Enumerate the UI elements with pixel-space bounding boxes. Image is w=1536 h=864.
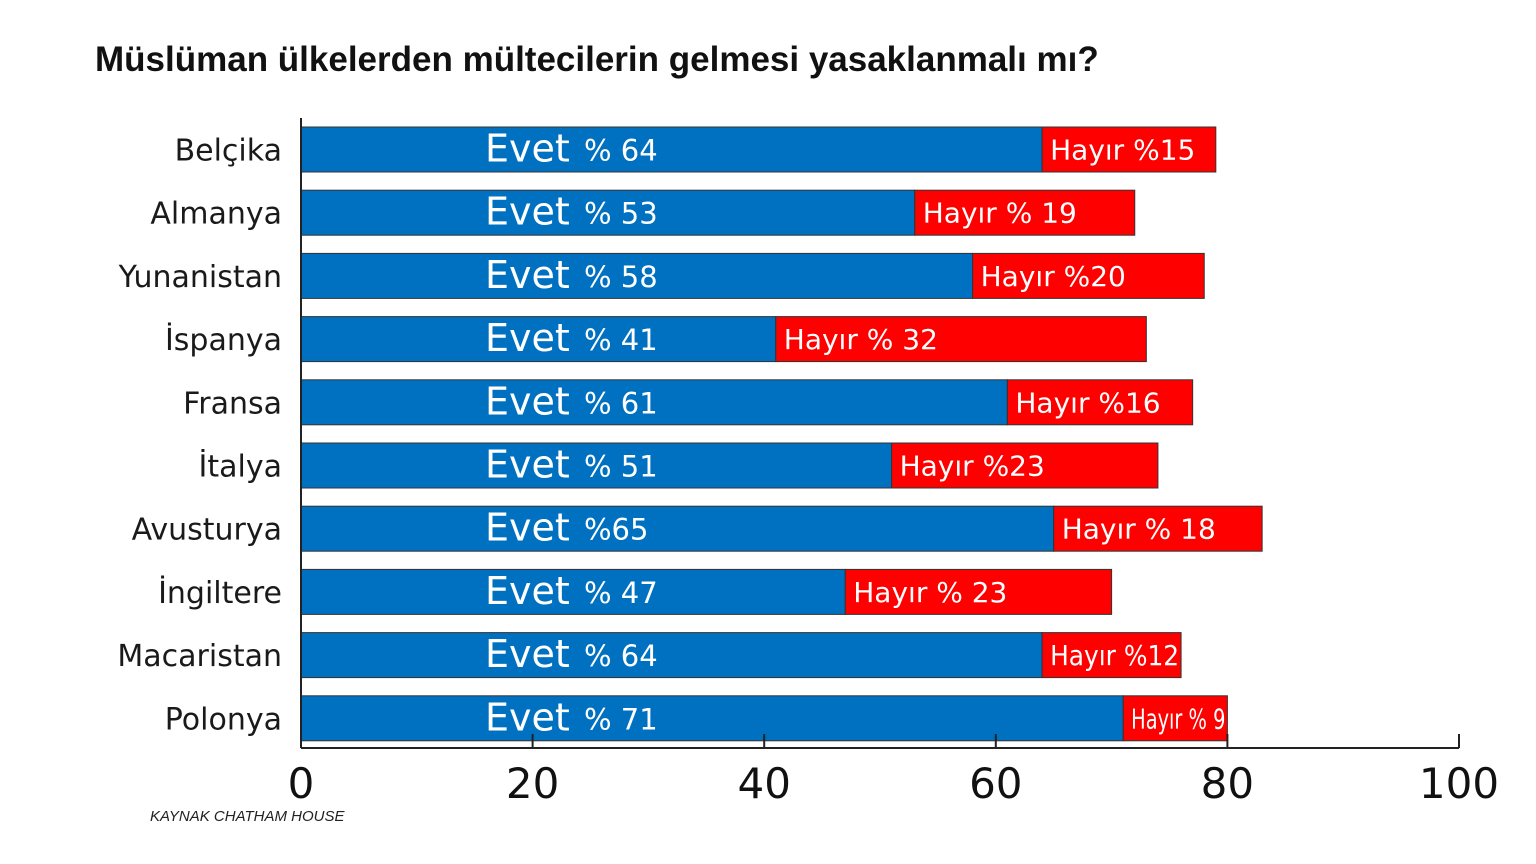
bar-no-value-label: Hayır % 18 <box>1062 513 1216 546</box>
bar-yes-value-label: %65 <box>584 513 648 547</box>
bar-yes-series-label: Evet <box>485 316 570 360</box>
bar-yes-series-label: Evet <box>485 190 570 234</box>
bar-yes-value-label: % 53 <box>584 197 658 231</box>
x-tick-label: 80 <box>1201 759 1254 808</box>
x-tick-label: 40 <box>737 759 790 808</box>
bar-yes-value-label: % 47 <box>584 576 658 610</box>
bar-yes-series-label: Evet <box>485 506 570 550</box>
category-label: İspanya <box>165 322 282 358</box>
bar-yes <box>300 126 1043 173</box>
bars-layer: Evet % 64 Hayır %15 Evet % 53 Hayır % 19 Evet%… <box>300 126 1263 742</box>
category-label: Belçika <box>175 134 282 169</box>
category-label: İtalya <box>199 449 282 485</box>
bar-yes-value-label: % 61 <box>584 386 658 420</box>
bar-no-value-label: Hayır % 32 <box>784 323 938 356</box>
x-tick-label: 20 <box>506 759 559 808</box>
bar-no <box>891 442 1159 489</box>
bar-yes-series-label: Evet <box>485 379 570 423</box>
bar-no-value-label: Hayır % 9 <box>1131 702 1225 735</box>
bar-no <box>972 252 1205 299</box>
chart-title: Müslüman ülkelerden mültecilerin gelmesi… <box>95 40 1099 79</box>
category-label: İngiltere <box>158 575 282 611</box>
bar-yes <box>300 189 916 236</box>
bar-yes <box>300 442 893 489</box>
category-label: Yunanistan <box>118 260 282 295</box>
bar-no-value-label: Hayır %16 <box>1015 386 1160 419</box>
x-tick-label: 100 <box>1419 759 1499 808</box>
bar-no-value-label: Hayır %12 <box>1050 639 1179 672</box>
bar-no <box>1122 695 1228 742</box>
bar-yes-series-label: Evet <box>485 569 570 613</box>
bar-yes <box>300 695 1124 742</box>
bar-yes-series-label: Evet <box>485 253 570 297</box>
bar-no-value-label: Hayır % 19 <box>923 197 1077 230</box>
bar-no-value-label: Hayır % 23 <box>853 576 1007 609</box>
bar-yes-value-label: % 41 <box>584 323 658 357</box>
category-label: Fransa <box>183 386 282 421</box>
bar-yes-value-label: % 64 <box>584 639 658 673</box>
bar-no <box>1053 505 1263 552</box>
bar-no <box>1006 379 1194 426</box>
bar-yes-series-label: Evet <box>485 127 570 171</box>
x-tick-label: 0 <box>288 759 315 808</box>
bar-no-value-label: Hayır %23 <box>900 450 1045 483</box>
bar-yes <box>300 632 1043 679</box>
bar-yes <box>300 316 777 363</box>
bar-yes-value-label: % 58 <box>584 260 658 294</box>
bar-yes-series-label: Evet <box>485 632 570 676</box>
bar-yes <box>300 568 846 615</box>
bar-no <box>914 189 1136 236</box>
bar-yes-value-label: % 71 <box>584 702 658 736</box>
bar-no-value-label: Hayır %15 <box>1050 134 1195 167</box>
source-note: KAYNAK CHATHAM HOUSE <box>150 808 345 825</box>
bar-yes-series-label: Evet <box>485 443 570 487</box>
bar-yes-series-label: Evet <box>485 695 570 739</box>
category-labels: Belçika Almanya Yunanistan İspanya Fransa İta… <box>117 134 282 738</box>
bar-no <box>844 568 1113 615</box>
category-label: Polonya <box>165 702 282 737</box>
bar-yes <box>300 505 1055 552</box>
bar-no-value-label: Hayır %20 <box>981 260 1126 293</box>
bar-no <box>1041 632 1182 679</box>
axes: 0 20 40 60 80 100 <box>288 118 1499 808</box>
bar-yes-value-label: % 64 <box>584 134 658 168</box>
bar-no <box>1041 126 1217 173</box>
bar-yes-value-label: % 51 <box>584 450 658 484</box>
category-label: Avusturya <box>132 513 282 548</box>
bar-yes <box>300 252 974 299</box>
bar-no <box>775 316 1147 363</box>
category-label: Macaristan <box>117 639 282 674</box>
category-label: Almanya <box>150 197 282 232</box>
x-tick-label: 60 <box>969 759 1022 808</box>
